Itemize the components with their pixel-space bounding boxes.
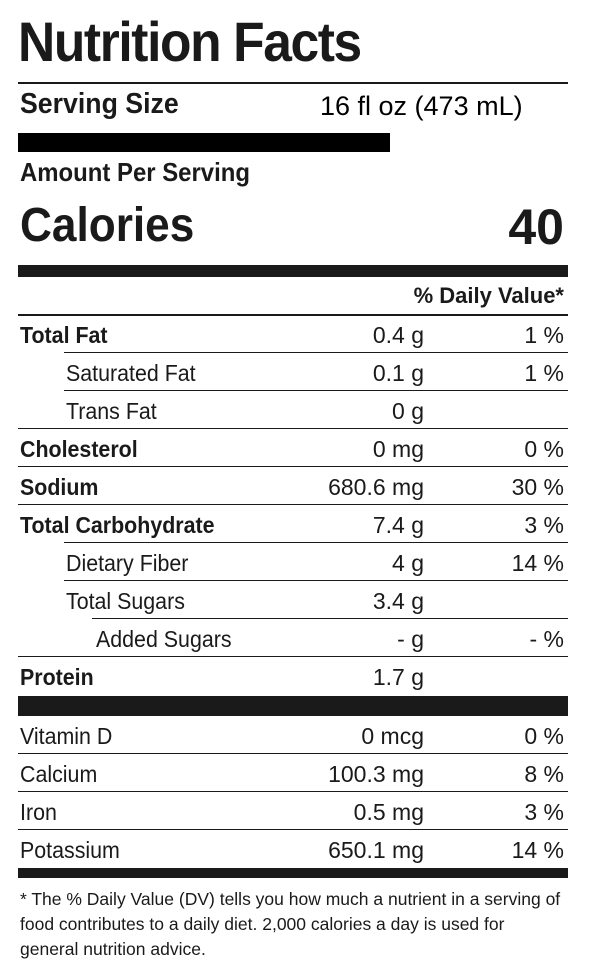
footnote-thick-divider bbox=[18, 868, 568, 878]
nutrient-amount: 1.7 g bbox=[372, 664, 424, 690]
nutrient-row-cholesterol: Cholesterol 0 mg 0 % bbox=[18, 429, 568, 467]
nutrient-name: Dietary Fiber bbox=[66, 550, 189, 576]
nutrient-daily-value: 1 % bbox=[524, 322, 564, 348]
nutrient-amount: 7.4 g bbox=[372, 512, 424, 538]
nutrient-amount: 0.1 g bbox=[372, 360, 424, 386]
row-divider bbox=[92, 617, 568, 619]
nutrient-name: Cholesterol bbox=[20, 436, 138, 462]
vitamin-name: Iron bbox=[20, 799, 57, 825]
vitamin-name: Vitamin D bbox=[20, 723, 113, 749]
dv-header-divider bbox=[18, 314, 568, 316]
nutrient-amount: 0 g bbox=[392, 398, 424, 424]
nutrient-daily-value: 3 % bbox=[524, 512, 564, 538]
nutrition-facts-panel: Nutrition Facts Serving Size 16 fl oz (4… bbox=[18, 0, 568, 978]
nutrient-row-total-fat: Total Fat 0.4 g 1 % bbox=[18, 315, 568, 353]
nutrient-amount: 4 g bbox=[392, 550, 424, 576]
vitamin-daily-value: 3 % bbox=[524, 799, 564, 825]
amount-per-serving-label: Amount Per Serving bbox=[20, 157, 250, 187]
nutrient-row-sodium: Sodium 680.6 mg 30 % bbox=[18, 467, 568, 505]
nutrient-name: Protein bbox=[20, 664, 94, 690]
row-divider bbox=[64, 351, 568, 353]
nutrient-daily-value: 0 % bbox=[524, 436, 564, 462]
nutrient-name: Total Fat bbox=[20, 322, 108, 348]
nutrient-amount: - g bbox=[397, 626, 424, 652]
vitamin-amount: 100.3 mg bbox=[328, 761, 424, 787]
row-divider bbox=[18, 465, 568, 467]
vitamin-daily-value: 0 % bbox=[524, 723, 564, 749]
row-divider bbox=[18, 828, 568, 830]
row-divider bbox=[18, 790, 568, 792]
thick-divider-bar bbox=[18, 133, 390, 152]
calories-label: Calories bbox=[20, 199, 195, 252]
daily-value-footnote: * The % Daily Value (DV) tells you how m… bbox=[20, 889, 561, 959]
nutrient-name: Sodium bbox=[20, 474, 99, 500]
nutrition-facts-title: Nutrition Facts bbox=[18, 10, 362, 73]
nutrient-amount: 680.6 mg bbox=[328, 474, 424, 500]
vitamin-name: Calcium bbox=[20, 761, 98, 787]
vitamin-name: Potassium bbox=[20, 837, 120, 863]
nutrient-daily-value: - % bbox=[529, 626, 565, 652]
vitamins-thick-divider bbox=[18, 696, 568, 716]
nutrient-name: Trans Fat bbox=[66, 398, 157, 424]
nutrient-row-saturated-fat: Saturated Fat 0.1 g 1 % bbox=[18, 353, 568, 391]
calories-thick-divider bbox=[18, 265, 568, 277]
nutrient-amount: 0.4 g bbox=[372, 322, 424, 348]
calories-value: 40 bbox=[508, 199, 564, 255]
nutrient-amount: 0 mg bbox=[372, 436, 424, 462]
vitamin-daily-value: 14 % bbox=[511, 837, 564, 863]
nutrient-name: Total Carbohydrate bbox=[20, 512, 215, 538]
serving-size-label: Serving Size bbox=[20, 88, 179, 120]
daily-value-header: % Daily Value* bbox=[413, 283, 564, 308]
vitamin-amount: 650.1 mg bbox=[328, 837, 424, 863]
row-divider bbox=[18, 427, 568, 429]
vitamin-amount: 0 mcg bbox=[361, 723, 424, 749]
nutrient-row-added-sugars: Added Sugars - g - % bbox=[18, 619, 568, 657]
row-divider bbox=[64, 579, 568, 581]
nutrient-name: Added Sugars bbox=[96, 626, 232, 652]
nutrient-row-dietary-fiber: Dietary Fiber 4 g 14 % bbox=[18, 543, 568, 581]
row-divider bbox=[64, 541, 568, 543]
nutrient-row-protein: Protein 1.7 g bbox=[18, 657, 568, 695]
nutrient-daily-value: 1 % bbox=[524, 360, 564, 386]
vitamin-row-vitamin-d: Vitamin D 0 mcg 0 % bbox=[18, 716, 568, 754]
nutrient-row-trans-fat: Trans Fat 0 g bbox=[18, 391, 568, 429]
serving-size-value: 16 fl oz (473 mL) bbox=[320, 91, 523, 121]
row-divider bbox=[18, 752, 568, 754]
vitamin-amount: 0.5 mg bbox=[353, 799, 424, 825]
title-divider bbox=[18, 82, 568, 84]
row-divider bbox=[18, 503, 568, 505]
nutrient-daily-value: 30 % bbox=[511, 474, 564, 500]
nutrient-amount: 3.4 g bbox=[372, 588, 424, 614]
nutrient-name: Total Sugars bbox=[66, 588, 185, 614]
nutrient-row-total-sugars: Total Sugars 3.4 g bbox=[18, 581, 568, 619]
row-divider bbox=[64, 389, 568, 391]
vitamin-row-potassium: Potassium 650.1 mg 14 % bbox=[18, 830, 568, 868]
nutrient-daily-value: 14 % bbox=[511, 550, 564, 576]
nutrient-row-total-carbohydrate: Total Carbohydrate 7.4 g 3 % bbox=[18, 505, 568, 543]
row-divider bbox=[18, 655, 568, 657]
vitamin-daily-value: 8 % bbox=[524, 761, 564, 787]
nutrient-name: Saturated Fat bbox=[66, 360, 196, 386]
vitamin-row-calcium: Calcium 100.3 mg 8 % bbox=[18, 754, 568, 792]
vitamin-row-iron: Iron 0.5 mg 3 % bbox=[18, 792, 568, 830]
